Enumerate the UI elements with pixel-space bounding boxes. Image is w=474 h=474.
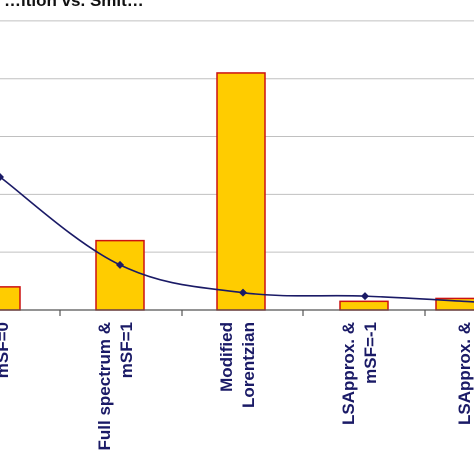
category-label-line: LSApprox. & xyxy=(339,322,358,425)
chart-title: …ition vs. Smit… xyxy=(4,0,144,10)
trend-marker xyxy=(239,288,247,297)
x-axis xyxy=(0,309,474,316)
category-label-line: Full spectrum & xyxy=(95,322,114,450)
bar xyxy=(216,72,266,311)
category-label-line: mSF=0 xyxy=(0,322,12,378)
category-label: LSApprox. & mSF=-1 xyxy=(339,322,380,425)
category-label: Full spectrum & mSF=1 xyxy=(95,322,136,450)
category-label-line: mSF=-1 xyxy=(361,322,380,384)
category-label-line: mSF=1 xyxy=(117,322,136,378)
bar xyxy=(0,286,21,311)
trend-marker xyxy=(116,260,124,269)
bars xyxy=(0,72,474,311)
category-label: mSF=0 xyxy=(0,322,12,378)
category-label-line: Lorentzian xyxy=(239,322,258,408)
trend-marker xyxy=(361,292,369,301)
category-label-line: LSApprox. & xyxy=(455,322,474,425)
category-label-line: Modified xyxy=(217,322,236,392)
bar xyxy=(95,239,145,311)
bar xyxy=(339,300,389,311)
trend-line xyxy=(0,173,474,303)
category-label: Modified Lorentzian xyxy=(217,322,258,408)
category-labels: mSF=0 Full spectrum & mSF=1 Modified Lorentz… xyxy=(0,322,474,450)
trend-marker xyxy=(0,173,4,182)
category-label: LSApprox. &… xyxy=(455,322,474,425)
